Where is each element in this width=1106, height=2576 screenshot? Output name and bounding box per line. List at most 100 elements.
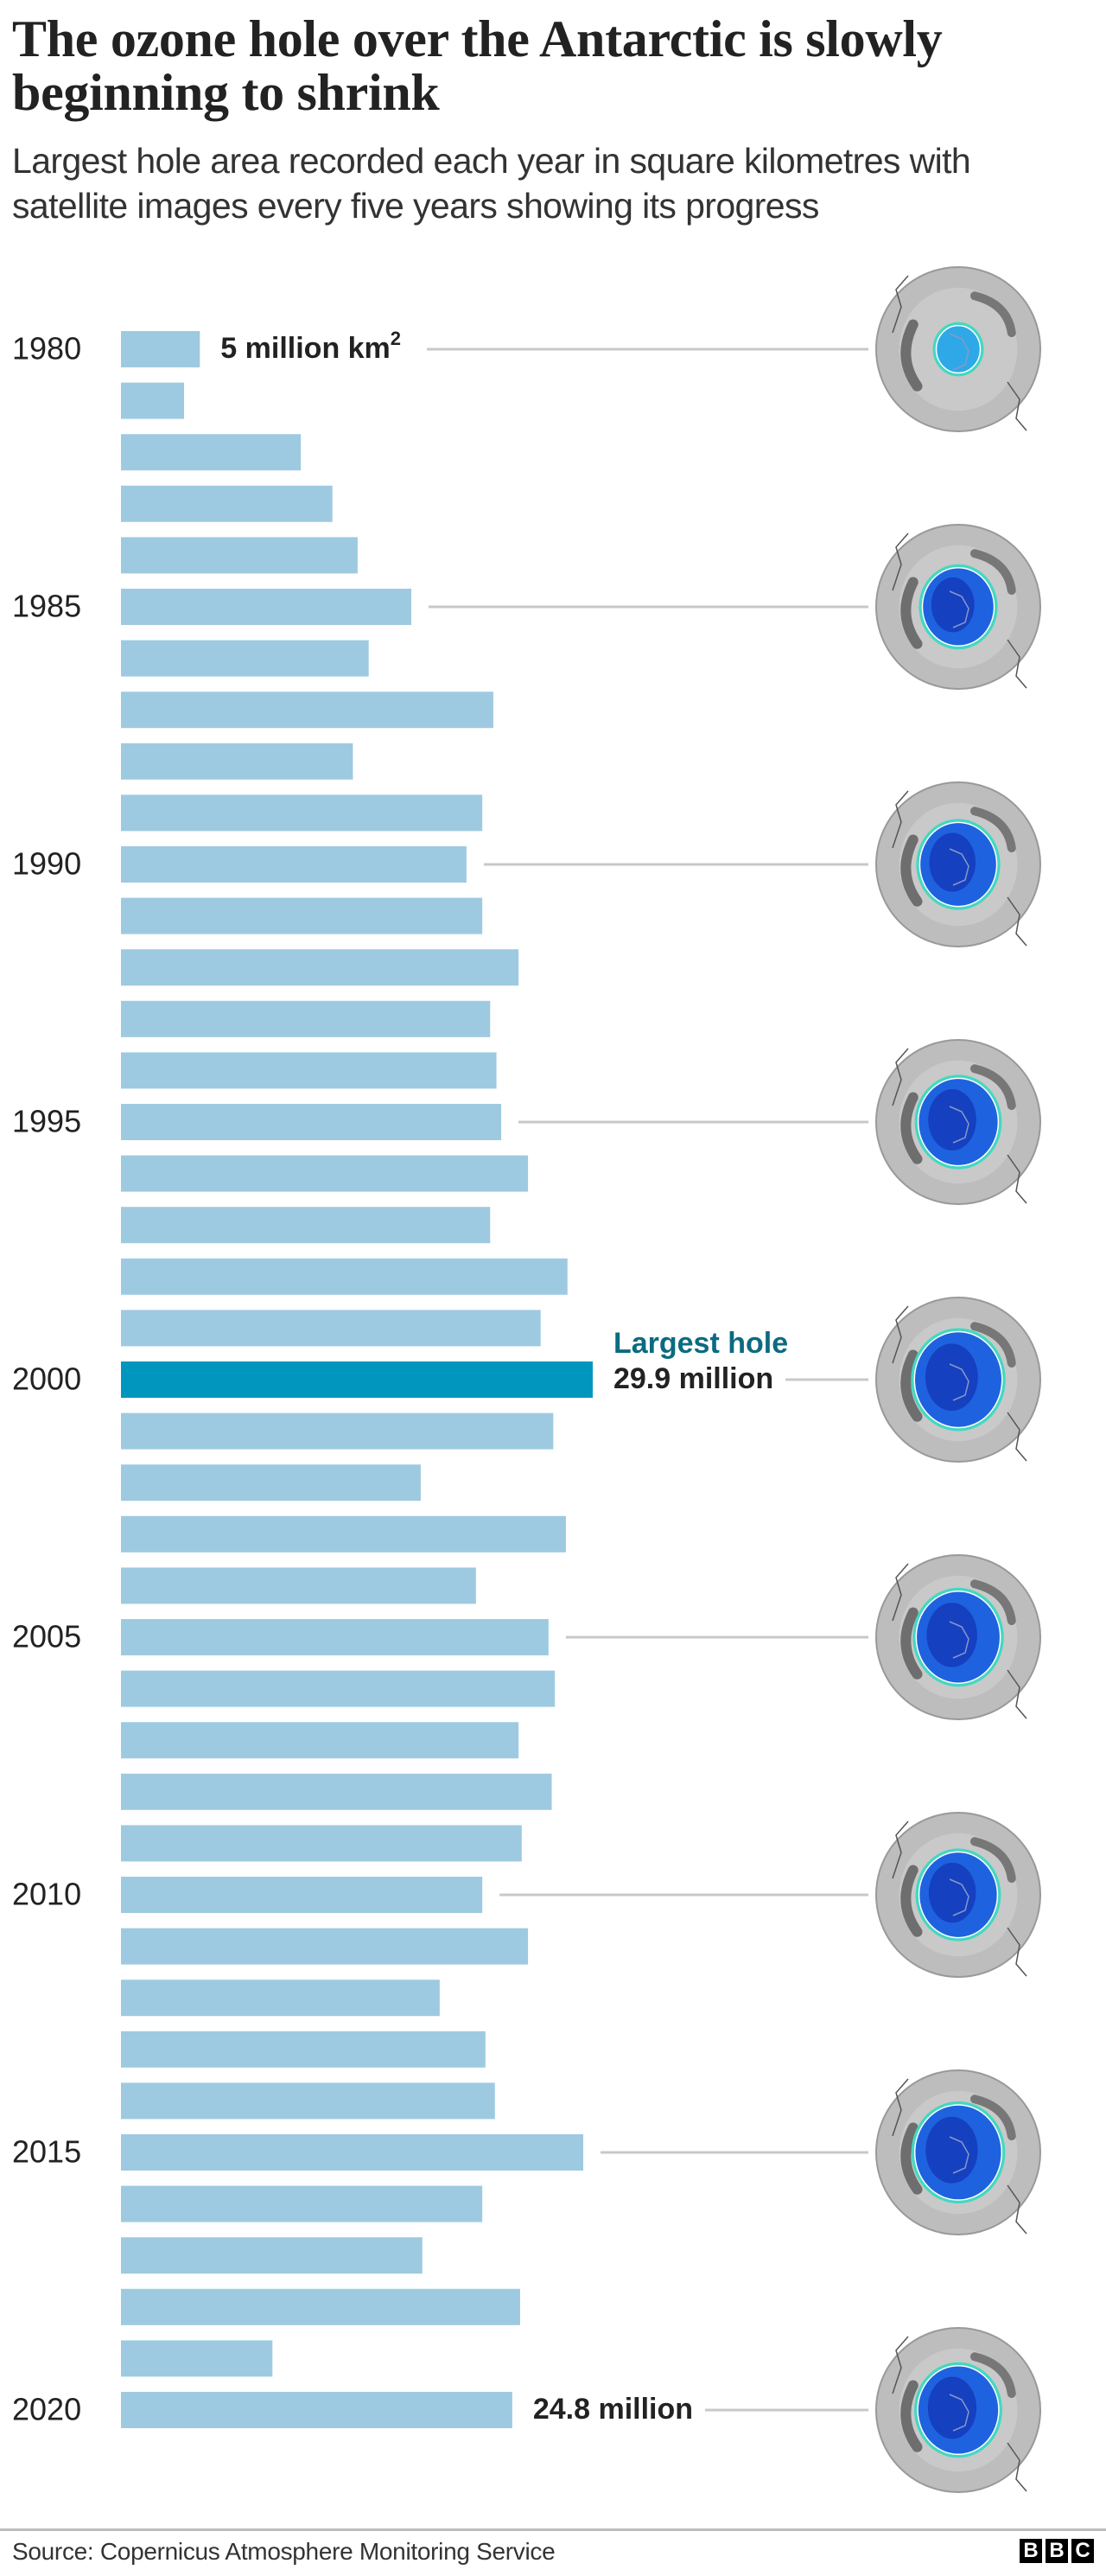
bar-1981: [121, 382, 185, 419]
vortex-band: [970, 2095, 1016, 2140]
value-label-2000: 29.9 million: [613, 1362, 773, 1395]
vortex-band: [900, 834, 923, 907]
vortex-band: [900, 1349, 923, 1422]
coastline: [892, 275, 1027, 431]
antarctica-outline: [949, 2136, 969, 2174]
bar-1982: [121, 434, 302, 471]
ozone-hole-core: [925, 1343, 978, 1412]
source-text: Source: Copernicus Atmosphere Monitoring…: [12, 2538, 556, 2565]
antarctica-outline: [949, 2394, 969, 2432]
vortex-band: [970, 549, 1016, 595]
coastline: [892, 1563, 1027, 1719]
vortex-band: [900, 1092, 923, 1164]
year-label-2020: 2020: [12, 2392, 81, 2427]
coastline: [892, 2336, 1027, 2492]
bar-1999: [121, 1310, 541, 1347]
bar-1985: [121, 589, 411, 625]
bar-1992: [121, 949, 519, 986]
bar-1991: [121, 897, 483, 934]
year-label-1985: 1985: [12, 589, 81, 624]
bar-2020: [121, 2392, 512, 2428]
bar-1989: [121, 794, 483, 832]
bar-2015: [121, 2134, 584, 2171]
coastline: [892, 790, 1027, 947]
bar-1980: [121, 331, 200, 367]
bbc-logo-letter: C: [1071, 2539, 1094, 2563]
year-label-2015: 2015: [12, 2134, 81, 2170]
bar-1995: [121, 1104, 502, 1140]
vortex-band: [970, 2352, 1016, 2398]
antarctica-outline: [949, 1878, 969, 1916]
bar-2013: [121, 2031, 486, 2068]
value-label-2020: 24.8 million: [533, 2393, 693, 2426]
bar-2005: [121, 1619, 549, 1655]
satellite-image-1995: [875, 1039, 1041, 1205]
coastline: [892, 1820, 1027, 1977]
year-label-2000: 2000: [12, 1361, 81, 1397]
coastline: [892, 2078, 1027, 2235]
bbc-logo: B B C: [1020, 2539, 1094, 2563]
satellite-image-2000: [875, 1297, 1041, 1463]
bar-1994: [121, 1052, 497, 1089]
vortex-band: [970, 807, 1016, 852]
coastline: [892, 532, 1027, 689]
value-label-1980: 5 million km2: [220, 328, 401, 365]
bar-1988: [121, 743, 353, 780]
satellite-image-1980: [875, 266, 1041, 432]
ozone-hole-core: [931, 577, 975, 633]
bar-1987: [121, 692, 493, 729]
year-label-2010: 2010: [12, 1877, 81, 1912]
bar-2014: [121, 2082, 495, 2120]
vortex-band: [970, 1322, 1016, 1368]
chart-subtitle: Largest hole area recorded each year in …: [12, 141, 971, 226]
vortex-band: [900, 1607, 923, 1680]
bar-2017: [121, 2237, 423, 2274]
year-label-1990: 1990: [12, 846, 81, 882]
bbc-logo-letter: B: [1046, 2539, 1068, 2563]
coastline: [892, 1305, 1027, 1462]
chart-title: The ozone hole over the Antarctic is slo…: [12, 10, 943, 121]
bar-2003: [121, 1515, 566, 1553]
vortex-band: [900, 2380, 923, 2452]
bar-chart: 1980 5 million km2 1985 1990 1995 2000 29.9 mi…: [12, 266, 1041, 2493]
bar-1993: [121, 1000, 491, 1037]
ozone-hole-core: [929, 832, 976, 892]
superscript: 2: [391, 328, 401, 349]
ozone-hole-core: [928, 1862, 976, 1923]
bar-2000: [121, 1361, 593, 1398]
vortex-band: [900, 2122, 923, 2195]
bar-2006: [121, 1670, 556, 1707]
bar-2002: [121, 1464, 421, 1502]
bar-2011: [121, 1928, 529, 1965]
bar-2019: [121, 2340, 273, 2377]
bar-1998: [121, 1258, 568, 1295]
vortex-band: [970, 291, 1016, 337]
antarctica-outline: [949, 1106, 969, 1144]
satellite-image-1990: [875, 781, 1041, 947]
coastline: [892, 1048, 1027, 1204]
bbc-logo-letter: B: [1020, 2539, 1042, 2563]
vortex-band: [900, 577, 923, 649]
ozone-hole-core: [926, 1603, 977, 1667]
vortex-band: [900, 1865, 923, 1937]
ozone-hole-core: [927, 2376, 977, 2439]
vortex-band: [970, 1837, 1016, 1883]
bar-1984: [121, 537, 358, 574]
bar-2018: [121, 2288, 520, 2325]
antarctica-outline: [949, 848, 969, 886]
ozone-hole-core: [928, 1089, 976, 1151]
bar-2007: [121, 1722, 519, 1759]
bar-2012: [121, 1980, 440, 2017]
vortex-band: [970, 1579, 1016, 1625]
satellite-image-2020: [875, 2327, 1041, 2493]
antarctica-outline: [949, 1363, 969, 1401]
bar-2008: [121, 1773, 552, 1810]
ozone-hole-core: [925, 2116, 978, 2184]
bar-2016: [121, 2185, 483, 2222]
satellite-image-2015: [875, 2069, 1041, 2235]
year-label-1995: 1995: [12, 1104, 81, 1139]
footer-divider: [0, 2528, 1106, 2531]
bar-1997: [121, 1207, 491, 1244]
antarctica-outline: [949, 1621, 969, 1659]
antarctica-outline: [949, 590, 969, 628]
